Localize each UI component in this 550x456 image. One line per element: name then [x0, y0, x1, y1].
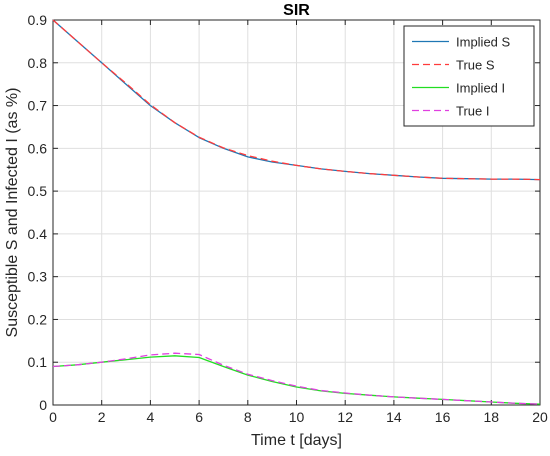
y-tick-label: 0.5	[28, 183, 48, 199]
series-line-true-s	[52, 19, 541, 181]
x-tick-label: 18	[484, 409, 500, 425]
y-tick-label: 0	[39, 397, 47, 413]
legend: Implied S True S Implied I True I	[403, 25, 535, 127]
x-tick-label: 10	[289, 409, 305, 425]
x-tick-label: 4	[147, 409, 155, 425]
x-axis-label: Time t [days]	[251, 432, 342, 449]
y-tick-label: 0.4	[28, 226, 48, 242]
x-tick-label: 6	[195, 409, 203, 425]
x-tick-label: 20	[532, 409, 548, 425]
y-tick-label: 0.7	[28, 98, 48, 114]
legend-label-implied-i: Implied I	[456, 81, 505, 96]
legend-box	[403, 25, 535, 127]
legend-label-implied-s: Implied S	[456, 35, 511, 50]
y-tick-label: 0.1	[28, 354, 48, 370]
y-tick-label: 0.2	[28, 311, 48, 327]
legend-label-true-s: True S	[456, 58, 495, 73]
legend-label-true-i: True I	[456, 104, 489, 119]
axis-ticks: 0 2 4 6 8 10 12 14 16 18 20 0 0.1 0.2 0.3 0.4 0.5 0.6 0.7 0…	[28, 12, 548, 425]
x-tick-label: 12	[337, 409, 353, 425]
x-tick-label: 2	[98, 409, 106, 425]
x-tick-label: 0	[49, 409, 57, 425]
x-tick-label: 8	[244, 409, 252, 425]
y-tick-label: 0.3	[28, 269, 48, 285]
chart-title: SIR	[283, 2, 310, 19]
y-tick-label: 0.9	[28, 12, 48, 28]
y-axis-label: Susceptible S and Infected I (as %)	[4, 88, 21, 338]
series-line-true-i	[52, 352, 541, 405]
x-tick-label: 16	[435, 409, 451, 425]
series-lines	[52, 19, 541, 405]
x-tick-label: 14	[386, 409, 402, 425]
y-tick-label: 0.8	[28, 55, 48, 71]
y-tick-label: 0.6	[28, 140, 48, 156]
